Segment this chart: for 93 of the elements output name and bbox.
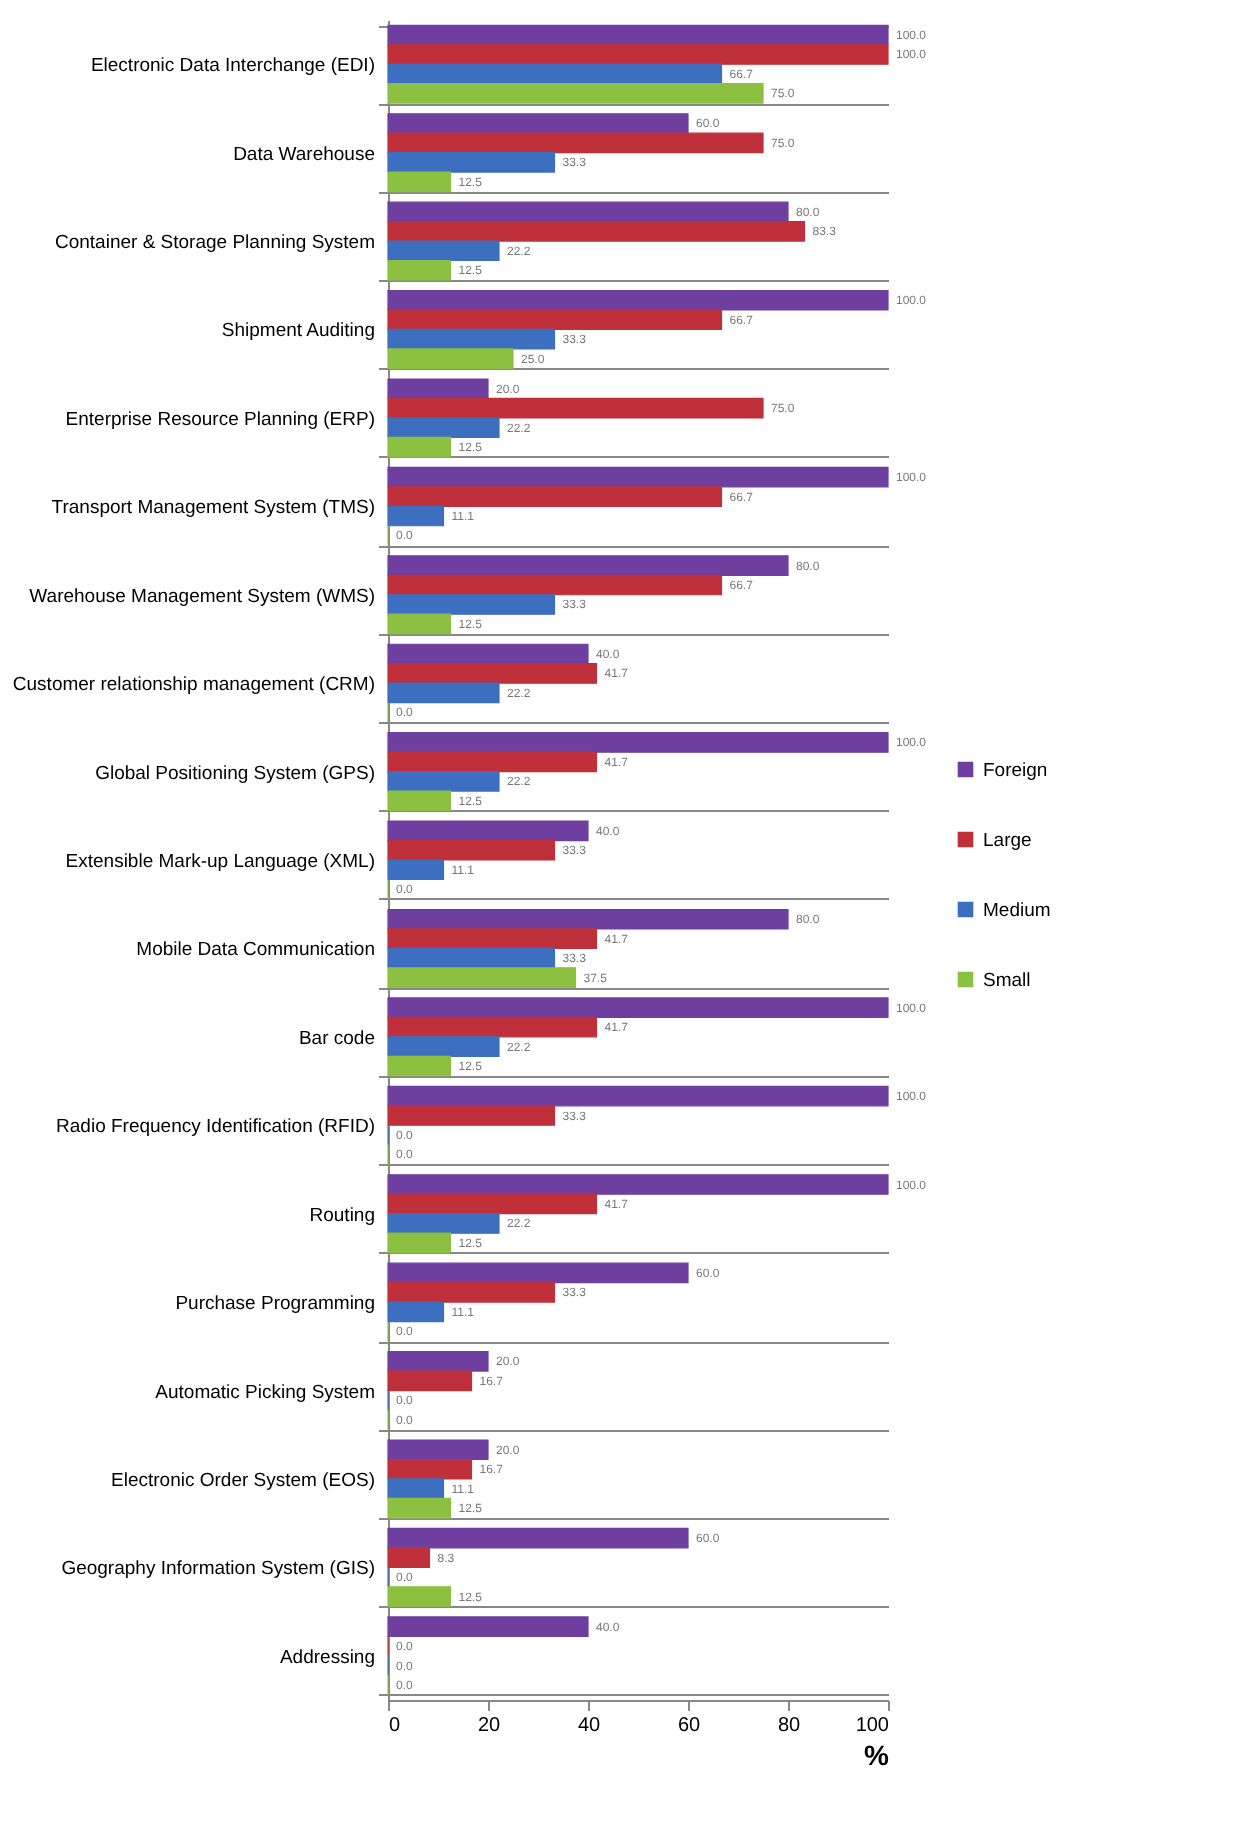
y-tick-label: Transport Management System (TMS) xyxy=(51,497,375,520)
bar xyxy=(387,663,598,684)
bar xyxy=(387,1213,500,1234)
bar xyxy=(387,1301,445,1323)
bar xyxy=(387,574,723,596)
y-tick-label: Customer relationship management (CRM) xyxy=(12,674,375,697)
bar xyxy=(387,1016,598,1038)
bar xyxy=(387,1055,452,1077)
bar xyxy=(387,152,556,173)
y-tick-label: Data Warehouse xyxy=(233,143,375,166)
bar xyxy=(387,1458,473,1480)
bar xyxy=(387,466,889,488)
bar xyxy=(387,770,500,792)
x-tick-label: 80 xyxy=(777,1715,801,1737)
y-tick-label: Purchase Programming xyxy=(175,1293,375,1316)
bar xyxy=(387,1282,556,1303)
bar xyxy=(387,328,556,350)
bar xyxy=(387,378,489,400)
bar xyxy=(387,1586,452,1607)
x-tick-label: 0 xyxy=(389,1715,401,1737)
x-tick-label: 100 xyxy=(855,1715,890,1737)
bar xyxy=(387,732,889,753)
bar xyxy=(387,1478,445,1499)
x-axis-title: % xyxy=(864,1739,891,1771)
y-tick-label: Electronic Order System (EOS) xyxy=(111,1469,375,1492)
y-tick-label: Addressing xyxy=(279,1646,375,1669)
legend-label: Small xyxy=(983,969,1031,992)
bar xyxy=(387,505,445,527)
y-tick-label: Routing xyxy=(309,1204,375,1227)
bar xyxy=(387,132,764,154)
bar xyxy=(387,1497,452,1519)
bar xyxy=(387,1174,889,1195)
bar xyxy=(387,201,789,223)
legend-label: Large xyxy=(983,829,1032,852)
bar xyxy=(387,83,764,104)
bar xyxy=(387,1193,598,1215)
bar xyxy=(387,240,500,262)
bar xyxy=(387,643,589,665)
bar xyxy=(387,928,598,950)
bar xyxy=(387,1105,556,1126)
bar xyxy=(387,1547,431,1568)
x-tick-label: 40 xyxy=(577,1715,601,1737)
bar xyxy=(387,1036,500,1057)
bar xyxy=(387,751,598,773)
y-tick-label: Electronic Data Interchange (EDI) xyxy=(90,55,375,78)
bar xyxy=(387,1351,489,1372)
bar xyxy=(387,967,577,988)
bar xyxy=(387,289,889,311)
legend-label: Foreign xyxy=(983,759,1048,782)
y-tick-label: Geography Information System (GIS) xyxy=(61,1558,375,1581)
bar xyxy=(387,555,789,576)
bar xyxy=(387,436,452,458)
bar xyxy=(387,1085,889,1107)
bar xyxy=(387,839,556,861)
bar xyxy=(387,171,452,193)
bar xyxy=(387,397,764,419)
bar xyxy=(387,44,889,65)
bar xyxy=(387,1527,689,1549)
y-tick-label: Bar code xyxy=(298,1027,375,1050)
legend-label: Medium xyxy=(983,899,1051,922)
bar xyxy=(387,613,452,635)
bar xyxy=(387,63,723,85)
bar xyxy=(387,309,723,331)
y-tick-label: Mobile Data Communication xyxy=(136,939,375,962)
y-tick-label: Automatic Picking System xyxy=(155,1381,376,1404)
bar xyxy=(387,348,514,369)
bar xyxy=(387,997,889,1018)
y-tick-label: Shipment Auditing xyxy=(221,320,375,343)
bar xyxy=(387,417,500,438)
bar xyxy=(387,859,445,881)
bar xyxy=(387,259,452,281)
bar xyxy=(387,908,789,930)
bar xyxy=(387,486,723,507)
y-tick-label: Extensible Mark-up Language (XML) xyxy=(65,851,375,873)
bar xyxy=(387,947,556,969)
bar xyxy=(387,1262,689,1284)
bar xyxy=(387,790,452,812)
bar xyxy=(387,1370,473,1392)
bar xyxy=(387,113,689,134)
x-tick-label: 60 xyxy=(677,1715,701,1737)
bar xyxy=(387,1439,489,1461)
bar xyxy=(387,221,806,242)
x-tick-label: 20 xyxy=(477,1715,501,1737)
bar xyxy=(387,1616,589,1637)
bar xyxy=(387,682,500,704)
bar xyxy=(387,820,589,842)
y-tick-label: Enterprise Resource Planning (ERP) xyxy=(65,408,375,431)
y-tick-label: Warehouse Management System (WMS) xyxy=(29,585,375,608)
bar xyxy=(387,1232,452,1254)
y-tick-label: Container & Storage Planning System xyxy=(54,232,376,255)
bar xyxy=(387,594,556,615)
y-tick-label: Radio Frequency Identification (RFID) xyxy=(56,1116,375,1139)
y-tick-label: Global Positioning System (GPS) xyxy=(95,762,375,785)
